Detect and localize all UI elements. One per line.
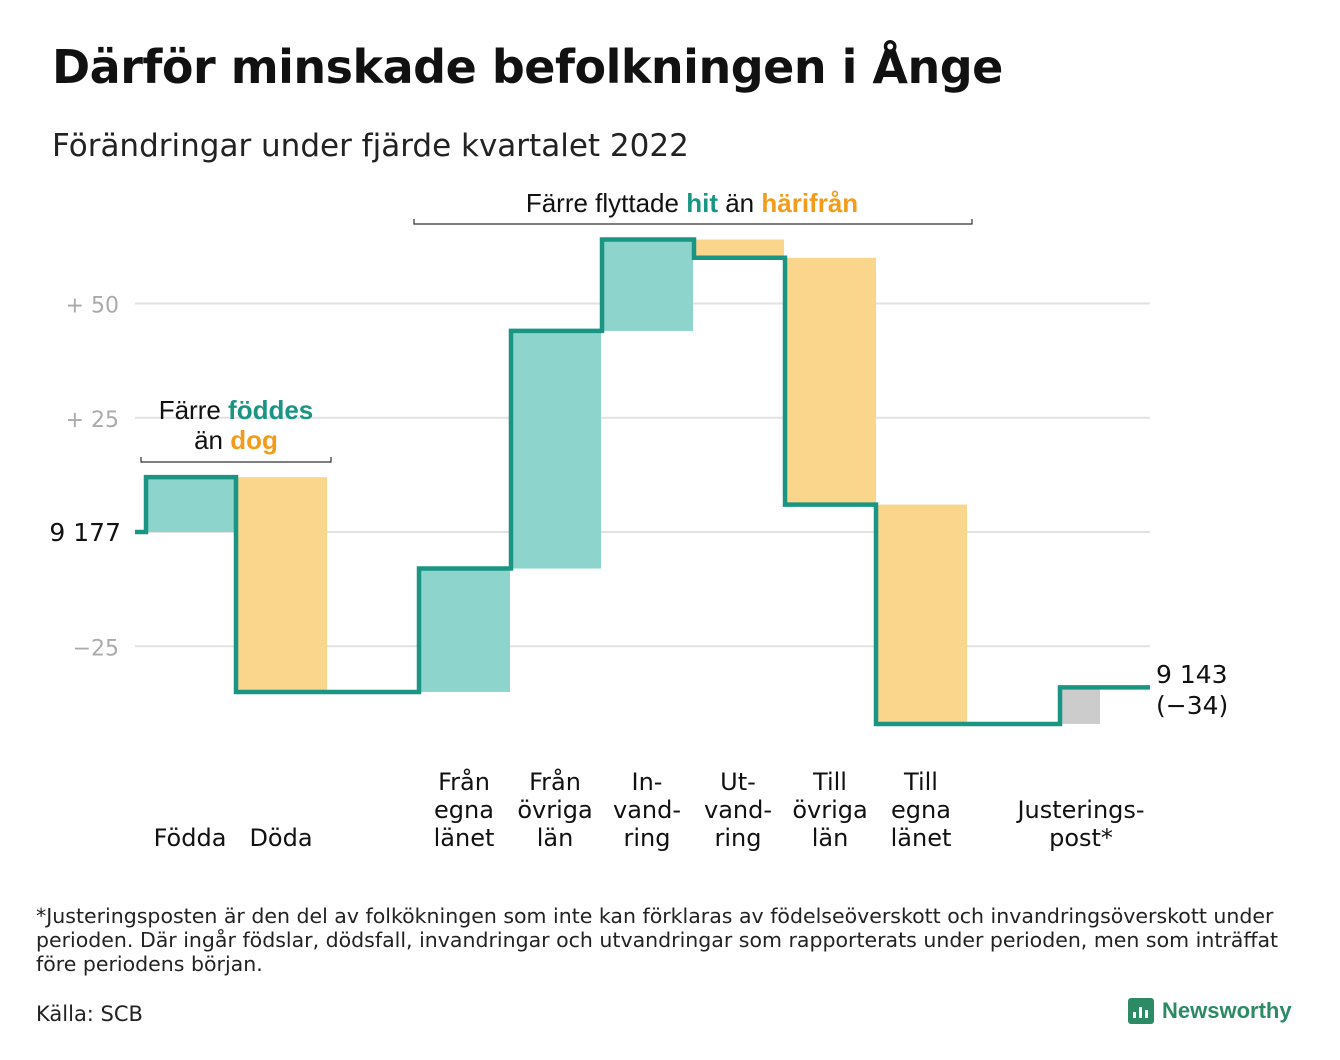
category-label-line: Till bbox=[812, 768, 847, 796]
footnote: *Justeringsposten är den del av folkökni… bbox=[36, 904, 1279, 976]
category-label-line: län bbox=[537, 824, 574, 852]
category-label-line: In- bbox=[632, 768, 663, 796]
category-label: Från egna länet bbox=[434, 767, 495, 852]
step-line bbox=[135, 237, 1150, 727]
y-tick-label: −25 bbox=[73, 636, 119, 661]
moves-annotation-text: Färre flyttade bbox=[526, 188, 686, 218]
category-label-line: länet bbox=[891, 824, 952, 852]
start-value-label: 9 177 bbox=[49, 518, 121, 547]
category-label-line: vand- bbox=[613, 796, 681, 824]
chart-subtitle: Förändringar under fjärde kvartalet 2022 bbox=[52, 128, 689, 164]
category-label-line: ring bbox=[624, 824, 671, 852]
bar bbox=[511, 330, 601, 569]
category-label-line: länet bbox=[434, 824, 495, 852]
chart-logo-icon bbox=[1128, 998, 1154, 1024]
moves-highlight-in: hit bbox=[686, 188, 718, 218]
category-label-line: vand- bbox=[704, 796, 772, 824]
category-label-line: Döda bbox=[249, 824, 312, 852]
category-label-line: Från bbox=[438, 767, 490, 796]
bar bbox=[876, 504, 967, 724]
category-label-line: övriga bbox=[792, 796, 867, 824]
births-highlight: föddes bbox=[228, 395, 313, 425]
births-annotation-text: än bbox=[194, 425, 230, 455]
category-label: Till egna länet bbox=[891, 768, 952, 852]
births-annotation-line1: Färre föddes bbox=[159, 395, 314, 425]
y-tick-label: + 50 bbox=[66, 294, 119, 319]
births-bracket bbox=[140, 457, 332, 463]
moves-highlight-out: härifrån bbox=[761, 188, 858, 218]
bar bbox=[694, 239, 784, 258]
bar bbox=[236, 477, 327, 692]
category-label-line: egna bbox=[434, 796, 494, 824]
category-label-line: Justerings- bbox=[1015, 796, 1144, 824]
moves-annotation-text: än bbox=[718, 188, 761, 218]
end-value-label-line: 9 143 bbox=[1156, 660, 1228, 689]
category-label: Döda bbox=[249, 824, 312, 852]
end-value-label-line: (−34) bbox=[1156, 691, 1228, 720]
category-label-line: Från bbox=[529, 767, 581, 796]
bar bbox=[146, 477, 236, 532]
bar bbox=[1060, 687, 1100, 724]
y-tick-label: + 25 bbox=[66, 408, 119, 433]
deaths-highlight: dog bbox=[230, 425, 278, 455]
category-label: In-vand-ring bbox=[613, 768, 681, 852]
category-label-line: övriga bbox=[517, 796, 592, 824]
category-label-line: Födda bbox=[154, 824, 227, 852]
category-label-line: län bbox=[812, 824, 849, 852]
bar bbox=[602, 239, 693, 331]
category-label-line: post* bbox=[1049, 824, 1113, 852]
bar bbox=[785, 257, 876, 505]
births-annotation-line2: än dog bbox=[194, 425, 278, 455]
category-label: Ut-vand-ring bbox=[704, 768, 772, 852]
category-label-line: Till bbox=[903, 768, 938, 796]
chart-title: Därför minskade befolkningen i Ånge bbox=[52, 40, 1003, 94]
category-label-line: Ut- bbox=[720, 768, 756, 796]
births-annotation-text: Färre bbox=[159, 395, 228, 425]
end-value-label: 9 143 (−34) bbox=[1156, 660, 1228, 720]
category-label-line: ring bbox=[715, 824, 762, 852]
category-label-line: egna bbox=[891, 796, 951, 824]
moves-annotation: Färre flyttade hit än härifrån bbox=[526, 188, 858, 218]
category-label: Från övriga län bbox=[517, 767, 592, 852]
brand-logo: Newsworthy bbox=[1128, 998, 1292, 1024]
category-label: Födda bbox=[154, 824, 227, 852]
category-label: Till övriga län bbox=[792, 768, 867, 852]
moves-bracket bbox=[413, 219, 973, 225]
brand-name: Newsworthy bbox=[1162, 998, 1292, 1023]
category-label: Justerings-post* bbox=[1015, 796, 1144, 852]
source-label: Källa: SCB bbox=[36, 1002, 143, 1026]
bar bbox=[419, 568, 510, 692]
